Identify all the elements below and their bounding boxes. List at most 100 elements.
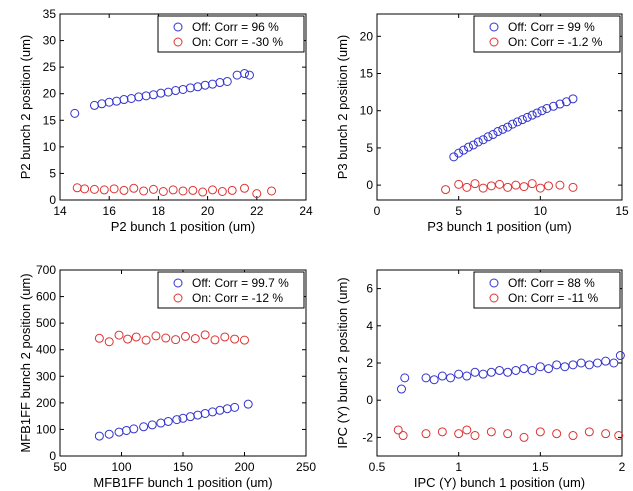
x-tick-label: 1 <box>455 460 462 474</box>
data-point <box>614 431 624 441</box>
series-on <box>72 183 277 199</box>
data-point <box>555 99 565 109</box>
legend: Off: Corr = 88 %On: Corr = -11 % <box>473 271 621 309</box>
data-point <box>131 332 141 342</box>
data-point <box>240 183 249 193</box>
y-tick-label: 200 <box>36 396 56 410</box>
data-point <box>503 429 513 439</box>
y-tick-label: 600 <box>36 290 56 304</box>
data-point <box>478 183 488 193</box>
x-tick-label: 2 <box>619 460 626 474</box>
y-tick-label: 700 <box>36 263 56 277</box>
data-point <box>462 371 472 381</box>
x-tick-label: 150 <box>173 460 193 474</box>
data-point <box>94 333 104 343</box>
legend-box <box>473 15 621 53</box>
data-point <box>244 70 254 80</box>
y-tick-label: 100 <box>36 422 56 436</box>
data-point <box>400 373 410 383</box>
data-point <box>519 432 529 442</box>
data-point <box>535 427 545 437</box>
data-point <box>568 360 578 370</box>
data-point <box>542 103 552 113</box>
data-point <box>601 356 611 366</box>
data-point <box>114 330 124 340</box>
data-point <box>188 185 198 195</box>
x-axis-label: IPC (Y) bunch 1 position (um) <box>414 475 585 490</box>
data-point <box>230 402 240 412</box>
data-point <box>512 117 522 127</box>
data-point <box>210 335 220 345</box>
data-point <box>548 101 558 111</box>
subplot-3: 50 100 150 200 2500100200300400500600700MFB1… <box>18 263 316 490</box>
y-tick-label: 5 <box>366 141 373 155</box>
x-axis-label: P3 bunch 1 position (um) <box>427 219 572 234</box>
data-point <box>267 186 277 196</box>
legend-entry: On: Corr = -11 % <box>508 291 598 305</box>
y-tick-label: 0 <box>366 178 373 192</box>
data-point <box>522 112 532 122</box>
data-point <box>119 95 129 105</box>
y-tick-label: 300 <box>36 369 56 383</box>
y-axis-label: MFB1FF bunch 2 position (um) <box>18 273 33 452</box>
data-point <box>503 122 513 132</box>
series-off <box>70 69 254 118</box>
x-tick-label: 10 <box>534 204 548 218</box>
legend-marker <box>173 22 183 32</box>
data-point <box>94 431 104 441</box>
data-point <box>139 186 149 196</box>
y-tick-label: 25 <box>43 60 57 74</box>
data-point <box>478 369 488 379</box>
data-point <box>473 137 483 147</box>
data-point <box>215 78 225 88</box>
data-point <box>129 424 139 434</box>
data-point <box>478 135 488 145</box>
data-point <box>171 86 181 96</box>
data-point <box>527 365 537 375</box>
data-point <box>141 91 151 101</box>
data-point <box>104 429 114 439</box>
legend: Off: Corr = 99.7 %On: Corr = -12 % <box>157 271 305 309</box>
legend-marker <box>489 293 499 303</box>
series-off <box>397 351 625 394</box>
legend-entry: Off: Corr = 88 % <box>508 276 595 290</box>
data-point <box>537 106 547 116</box>
data-point <box>148 184 158 194</box>
y-tick-label: 10 <box>43 140 57 154</box>
legend-entry: On: Corr = -1.2 % <box>508 35 603 49</box>
data-point <box>470 367 480 377</box>
y-axis-label: P3 bunch 2 position (um) <box>335 35 350 180</box>
data-point <box>454 148 464 158</box>
y-axis-label: IPC (Y) bunch 2 position (um) <box>335 277 350 448</box>
data-point <box>532 108 542 118</box>
legend-marker <box>489 22 499 32</box>
x-axis-label: P2 bunch 1 position (um) <box>111 219 256 234</box>
data-point <box>486 367 496 377</box>
series-off <box>94 399 253 441</box>
legend-box <box>157 271 305 309</box>
y-tick-label: 15 <box>360 67 374 81</box>
data-point <box>576 358 586 368</box>
x-tick-label: 100 <box>111 460 131 474</box>
data-point <box>552 360 562 370</box>
data-point <box>252 189 262 199</box>
data-point <box>454 429 464 439</box>
x-tick-label: 16 <box>103 204 117 218</box>
data-point <box>99 185 109 195</box>
x-tick-label: 14 <box>53 204 67 218</box>
data-point <box>421 373 431 383</box>
data-point <box>185 83 195 93</box>
data-point <box>568 431 578 441</box>
series-on <box>94 330 249 347</box>
data-point <box>200 80 210 90</box>
data-point <box>535 362 545 372</box>
data-point <box>486 427 496 437</box>
x-tick-label: 1.5 <box>532 460 549 474</box>
data-point <box>437 427 447 437</box>
subplot-2: 0 5 10 15 0 5 10 15 20 P3 bunch 1 position (um) P3… <box>335 13 629 234</box>
legend-box <box>157 15 305 53</box>
x-tick-label: 0.5 <box>369 460 386 474</box>
legend-entry: Off: Corr = 99 % <box>508 20 595 34</box>
data-point <box>560 362 570 372</box>
